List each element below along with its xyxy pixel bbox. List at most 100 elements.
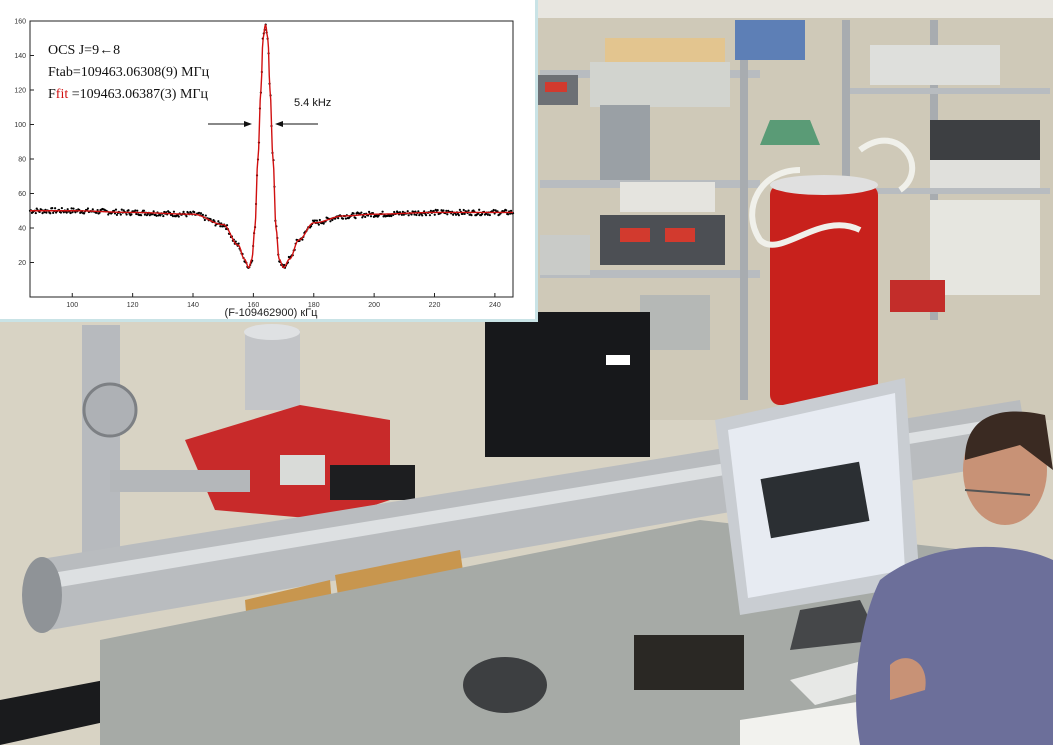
data-point: [509, 209, 513, 212]
y-tick-label: 160: [14, 19, 26, 26]
width-marker: [208, 121, 318, 127]
data-point: [360, 211, 363, 214]
red-dewar: [770, 185, 878, 405]
hose-2: [858, 137, 916, 193]
data-point: [222, 225, 225, 228]
data-point: [415, 213, 418, 217]
data-point: [60, 206, 63, 210]
data-point: [507, 213, 510, 216]
data-point: [470, 214, 473, 217]
data-point: [467, 209, 470, 212]
data-point: [83, 212, 86, 215]
data-point: [127, 209, 130, 212]
data-point: [91, 208, 94, 211]
x-tick-label: 140: [187, 302, 199, 309]
data-point: [442, 209, 445, 212]
data-point: [59, 211, 63, 214]
data-point: [282, 263, 286, 267]
data-point: [225, 227, 228, 231]
data-point: [446, 213, 449, 216]
valve-flange: [82, 382, 138, 438]
person-shirt: [856, 546, 1053, 745]
annotation-line3-prefix: F: [48, 87, 56, 102]
x-axis-ticks: 100 120 140 160 180 200 220 240: [66, 293, 501, 309]
data-point: [337, 217, 340, 220]
data-point: [364, 215, 367, 219]
width-label: 5.4 kHz: [294, 97, 331, 109]
data-point: [219, 225, 222, 228]
y-tick-label: 140: [14, 53, 26, 60]
data-point: [43, 211, 46, 214]
data-point: [317, 223, 320, 226]
ceiling-strip: [538, 0, 1053, 18]
data-point: [54, 207, 57, 210]
data-point: [204, 214, 207, 217]
data-point: [505, 209, 508, 212]
data-point: [407, 214, 410, 217]
data-point: [34, 211, 37, 215]
data-point: [115, 213, 119, 217]
y-axis-ticks: 20 40 60 80 100 120 140 160: [14, 19, 34, 267]
data-point: [401, 210, 404, 213]
data-point: [134, 209, 137, 212]
data-point: [51, 207, 54, 210]
data-point: [367, 210, 371, 213]
data-point: [119, 213, 122, 216]
data-point: [237, 242, 240, 245]
data-point: [428, 214, 432, 217]
y-tick-label: 40: [18, 226, 26, 233]
data-point: [344, 217, 347, 220]
data-point: [49, 212, 52, 215]
glasses: [964, 489, 1031, 496]
data-point: [113, 212, 117, 215]
turbo-pump: [245, 330, 300, 410]
dewar-top: [770, 175, 878, 195]
data-point: [458, 208, 461, 211]
data-point: [163, 210, 166, 214]
x-tick-label: 100: [66, 302, 78, 309]
x-tick-label: 220: [429, 302, 441, 309]
data-point: [152, 210, 155, 213]
data-point: [72, 207, 75, 210]
data-point: [86, 207, 90, 210]
spectrum-chart-panel: 20 40 60 80 100 120 140 160 100 120 140 160 180 200 2…: [0, 0, 538, 322]
series-layer: [28, 23, 515, 270]
data-point: [445, 209, 448, 212]
data-point: [130, 213, 133, 216]
data-point: [71, 211, 74, 214]
data-point: [185, 215, 188, 218]
pump-top: [244, 324, 300, 340]
data-point: [114, 208, 118, 211]
annotation-line1: OCS J=9←8: [48, 43, 120, 58]
data-point: [436, 209, 439, 212]
y-tick-label: 20: [18, 260, 26, 267]
side-pipe: [110, 470, 250, 492]
data-point: [95, 211, 98, 214]
annotation-line3-rest: =109463.06387(3) МГц: [68, 87, 208, 102]
data-point: [480, 212, 484, 216]
data-point: [390, 214, 393, 218]
tube-end: [22, 557, 62, 633]
person-hand: [890, 658, 926, 700]
data-point: [369, 215, 373, 218]
data-point: [478, 208, 481, 211]
y-tick-label: 80: [18, 157, 26, 164]
data-point: [197, 211, 201, 214]
data-point: [70, 207, 73, 210]
y-tick-label: 120: [14, 88, 26, 95]
data-point: [463, 212, 466, 216]
data-point: [413, 213, 416, 216]
x-axis-label: (F-109462900) кГц: [225, 307, 319, 319]
data-point: [74, 211, 77, 214]
data-point: [313, 219, 317, 222]
screen-plot: [760, 461, 870, 539]
data-point: [457, 214, 460, 217]
data-point: [452, 213, 455, 216]
data-point: [322, 222, 325, 225]
y-tick-label: 100: [14, 122, 26, 129]
x-tick-label: 200: [368, 302, 380, 309]
battery: [634, 635, 744, 690]
data-point: [157, 214, 160, 217]
green-lamp: [760, 120, 820, 145]
data-point: [120, 208, 123, 211]
